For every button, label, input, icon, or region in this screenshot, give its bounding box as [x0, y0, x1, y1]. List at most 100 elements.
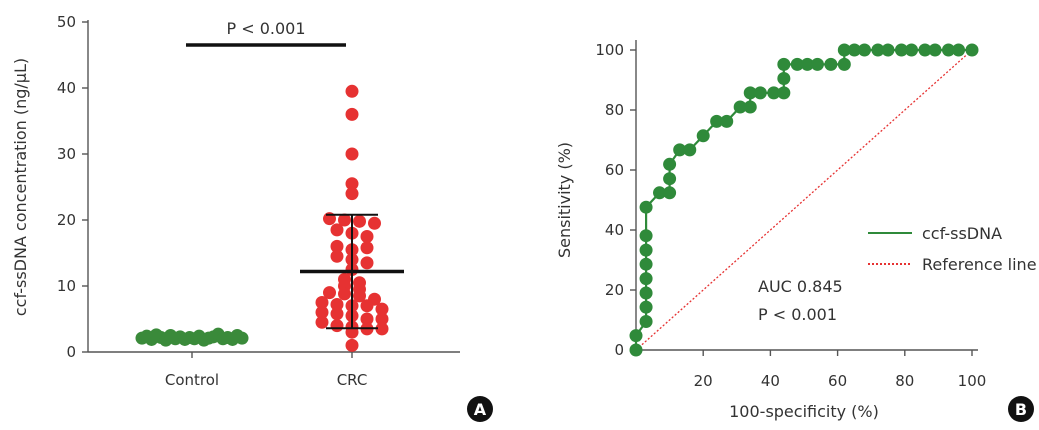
- roc-point: [952, 43, 966, 57]
- crc-point: [345, 177, 359, 191]
- crc-point: [345, 107, 359, 121]
- crc-point: [360, 299, 374, 313]
- panel-b-badge: [1008, 396, 1034, 422]
- y-tick-label: 100: [595, 41, 624, 59]
- crc-point: [360, 312, 374, 326]
- crc-point: [345, 338, 359, 352]
- x-tick-label: CRC: [337, 371, 368, 389]
- roc-point: [673, 143, 687, 157]
- crc-point: [360, 241, 374, 255]
- roc-point: [743, 100, 757, 114]
- y-tick-label: 30: [57, 145, 76, 163]
- roc-point: [965, 43, 979, 57]
- roc-point: [857, 43, 871, 57]
- crc-point: [345, 147, 359, 161]
- roc-point: [905, 43, 919, 57]
- roc-point: [881, 43, 895, 57]
- roc-point: [683, 143, 697, 157]
- crc-point: [330, 239, 344, 253]
- y-axis-label: Sensitivity (%): [555, 142, 574, 258]
- roc-point: [928, 43, 942, 57]
- roc-point: [743, 86, 757, 100]
- roc-point: [837, 57, 851, 71]
- reference-line: [635, 49, 973, 351]
- control-point: [235, 331, 249, 345]
- crc-point: [345, 187, 359, 201]
- x-tick-label: Control: [165, 371, 219, 389]
- roc-point: [639, 257, 653, 271]
- roc-point: [653, 186, 667, 200]
- crc-point: [330, 307, 344, 321]
- crc-point: [353, 289, 366, 303]
- roc-point: [790, 57, 804, 71]
- roc-point: [847, 43, 861, 57]
- x-tick-label: 100: [958, 372, 987, 390]
- panel-a-scatter-chart: 0 10 20 30 40 50 Control CRC ccf-ssDNA concentra…: [11, 13, 493, 422]
- roc-point: [663, 172, 677, 186]
- panel-b-badge-label: B: [1015, 400, 1027, 419]
- crc-point: [330, 249, 344, 263]
- y-tick-label: 60: [605, 161, 624, 179]
- y-tick-label: 20: [605, 281, 624, 299]
- x-tick-label: 80: [895, 372, 914, 390]
- crc-point: [315, 305, 329, 319]
- roc-point: [639, 229, 653, 243]
- roc-point: [663, 157, 677, 171]
- legend-roc-label: ccf-ssDNA: [922, 224, 1002, 243]
- y-tick-label: 0: [614, 341, 624, 359]
- crc-point: [368, 216, 381, 230]
- p-value-label: P < 0.001: [758, 305, 837, 324]
- roc-point: [629, 329, 643, 343]
- crc-point: [375, 302, 389, 316]
- panel-b-roc-chart: 0 20 40 60 80 100 20 40 60 80 100 Sensitivity (%) 10…: [555, 40, 1037, 422]
- roc-point: [639, 300, 653, 314]
- y-tick-label: 20: [57, 211, 76, 229]
- significance-label: P < 0.001: [226, 19, 305, 38]
- crc-point: [375, 312, 389, 326]
- crc-point: [338, 213, 351, 227]
- crc-point: [330, 297, 344, 311]
- y-tick-label: 40: [57, 79, 76, 97]
- roc-point: [733, 100, 747, 114]
- crc-point: [345, 84, 359, 98]
- roc-point: [696, 129, 710, 143]
- roc-point: [824, 57, 838, 71]
- auc-label: AUC 0.845: [758, 277, 843, 296]
- y-tick-label: 40: [605, 221, 624, 239]
- roc-point: [777, 72, 791, 85]
- roc-point: [837, 43, 851, 57]
- roc-point: [800, 57, 814, 71]
- x-tick-label: 60: [828, 372, 847, 390]
- roc-point: [918, 43, 932, 57]
- roc-point: [810, 57, 824, 71]
- crc-point: [360, 256, 374, 270]
- y-tick-label: 80: [605, 101, 624, 119]
- y-tick-label: 0: [66, 343, 76, 361]
- crc-point: [360, 230, 374, 243]
- y-axis-label: ccf-ssDNA concentration (ng/µL): [11, 58, 30, 316]
- roc-point: [753, 86, 767, 100]
- legend-ref-label: Reference line: [922, 255, 1037, 274]
- x-tick-label: 20: [694, 372, 713, 390]
- crc-point: [330, 223, 344, 237]
- roc-point: [710, 114, 724, 128]
- crc-point: [323, 286, 336, 300]
- roc-point: [639, 200, 653, 214]
- crc-point: [375, 322, 389, 336]
- crc-point: [315, 315, 329, 329]
- panel-a-badge: [467, 396, 493, 422]
- panel-a-badge-label: A: [474, 400, 487, 419]
- crc-point: [338, 287, 351, 301]
- roc-point: [639, 315, 653, 328]
- roc-point: [777, 86, 791, 100]
- y-tick-label: 50: [57, 13, 76, 31]
- x-tick-label: 40: [761, 372, 780, 390]
- roc-point: [663, 186, 677, 200]
- roc-point: [767, 86, 781, 100]
- crc-point: [330, 319, 344, 333]
- roc-point: [777, 57, 791, 71]
- roc-point: [871, 43, 885, 57]
- roc-point: [639, 243, 653, 257]
- roc-point: [720, 114, 734, 128]
